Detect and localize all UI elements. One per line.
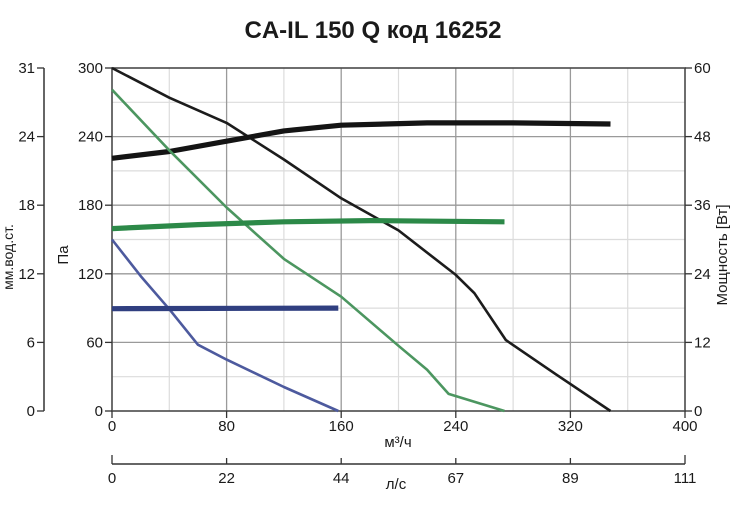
power-tick-label: 0 xyxy=(694,403,702,420)
pa-tick-label: 60 xyxy=(86,334,103,351)
ls-tick-label: 67 xyxy=(447,470,464,487)
mmh2o-tick-label: 18 xyxy=(18,197,35,214)
curve-power-min-speed xyxy=(111,305,339,312)
pa-tick-label: 180 xyxy=(78,197,103,214)
mmh2o-axis-label: мм.вод.ст. xyxy=(0,224,16,290)
ls-axis-label: л/с xyxy=(386,476,407,493)
m3h-tick-label: 320 xyxy=(558,418,583,435)
ls-tick-label: 22 xyxy=(218,470,235,487)
m3h-tick-label: 240 xyxy=(443,418,468,435)
power-tick-label: 24 xyxy=(694,266,711,283)
m3h-tick-label: 0 xyxy=(108,418,116,435)
performance-curves xyxy=(110,66,612,413)
curve-pressure-mid-speed xyxy=(111,88,505,413)
pa-tick-label: 120 xyxy=(78,266,103,283)
mmh2o-tick-label: 12 xyxy=(18,266,35,283)
m3h-tick-label: 80 xyxy=(218,418,235,435)
pa-axis-label: Па xyxy=(55,245,72,265)
mmh2o-tick-label: 6 xyxy=(27,334,35,351)
power-tick-label: 60 xyxy=(694,60,711,77)
m3h-axis-label: м³/ч xyxy=(384,434,411,451)
power-tick-label: 12 xyxy=(694,334,711,351)
mmh2o-tick-label: 0 xyxy=(27,403,35,420)
mmh2o-tick-label: 31 xyxy=(18,60,35,77)
power-axis-label: Мощность [Вт] xyxy=(714,204,731,305)
m3h-tick-label: 160 xyxy=(329,418,354,435)
pa-tick-label: 0 xyxy=(95,403,103,420)
curve-pressure-min-speed xyxy=(110,238,339,413)
power-tick-label: 48 xyxy=(694,129,711,146)
curve-pressure-max-speed xyxy=(111,66,612,413)
gridlines xyxy=(111,67,686,412)
mmh2o-tick-label: 24 xyxy=(18,129,35,146)
curve-power-mid-speed xyxy=(111,218,505,232)
chart-title: CA-IL 150 Q код 16252 xyxy=(245,17,502,44)
pa-tick-label: 300 xyxy=(78,60,103,77)
ls-tick-label: 111 xyxy=(674,470,697,487)
pa-tick-label: 240 xyxy=(78,129,103,146)
curve-power-max-speed xyxy=(111,120,611,161)
ls-tick-label: 44 xyxy=(333,470,350,487)
power-tick-label: 36 xyxy=(694,197,711,214)
ls-tick-label: 89 xyxy=(562,470,579,487)
ls-tick-label: 0 xyxy=(108,470,116,487)
m3h-tick-label: 400 xyxy=(672,418,697,435)
